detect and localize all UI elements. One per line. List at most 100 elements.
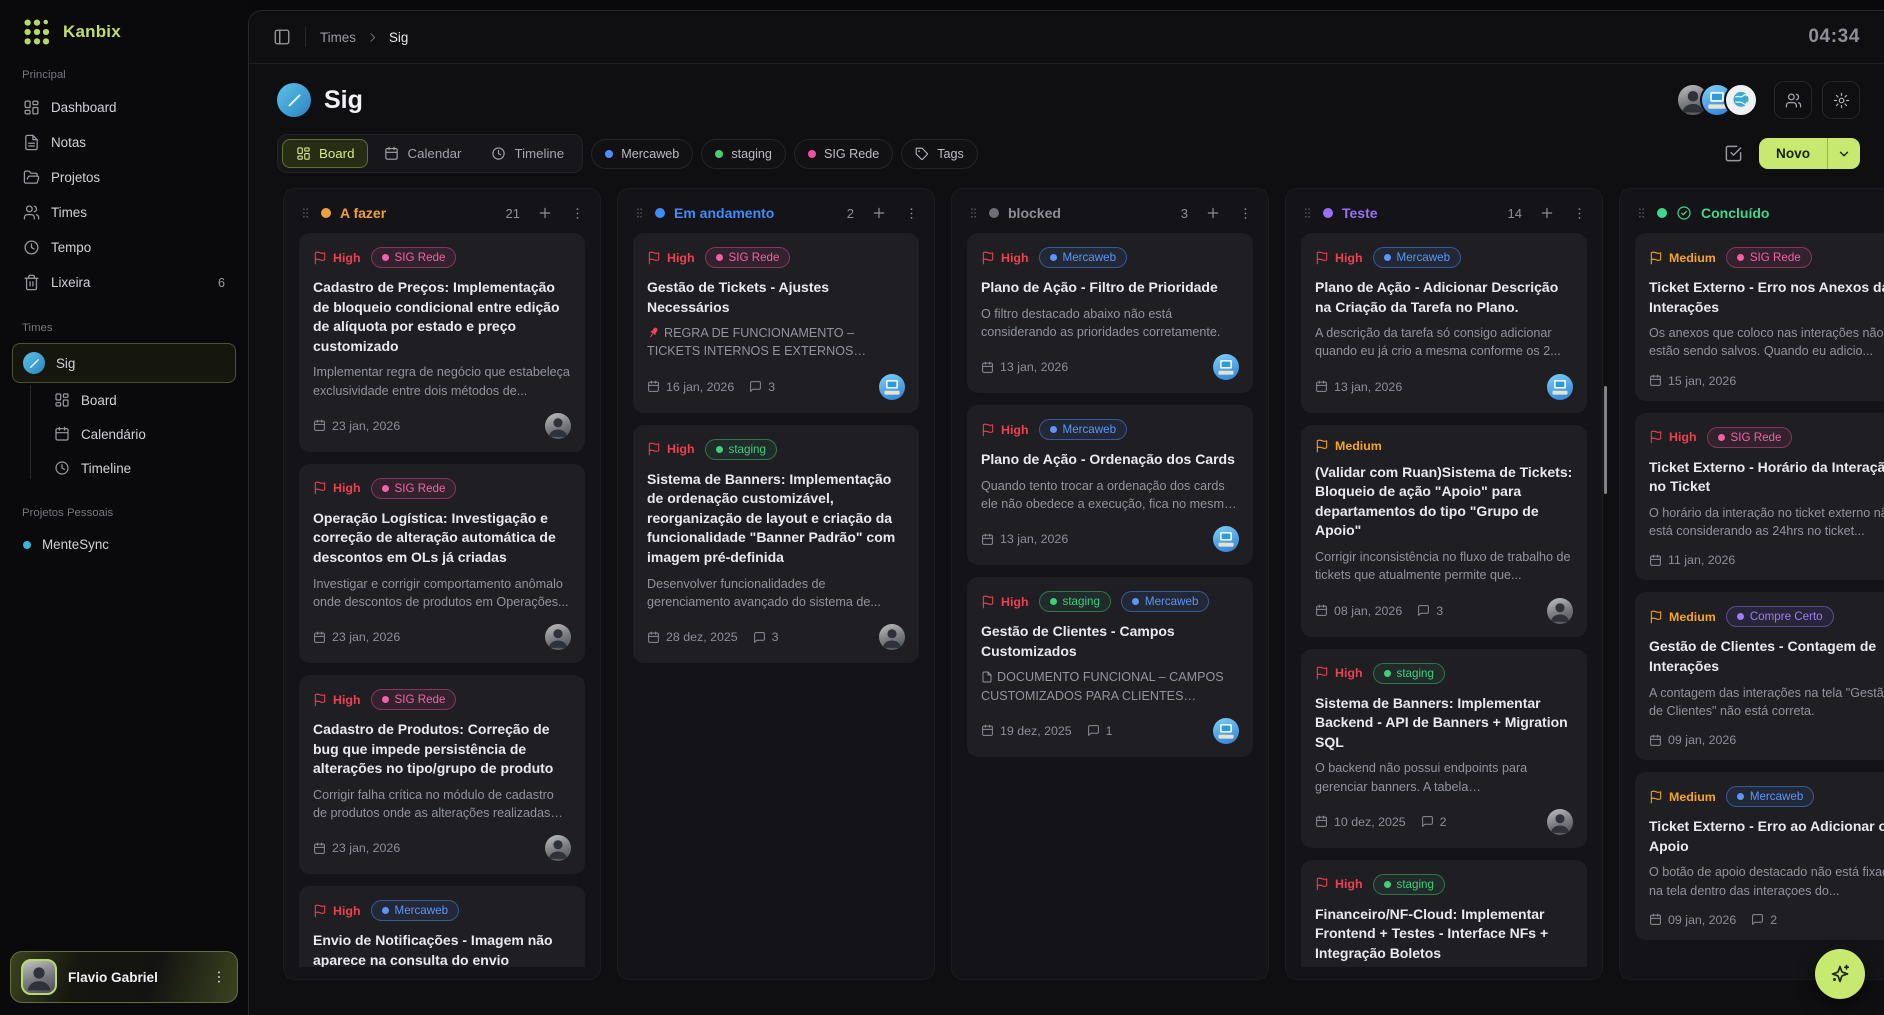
task-card[interactable]: High SIG Rede Cadastro de Produtos: Corr… (299, 675, 585, 875)
user-name: Flavio Gabriel (68, 969, 158, 985)
column-menu-button[interactable] (1572, 206, 1587, 221)
users-icon (23, 204, 40, 221)
sidebar-item-mentesync[interactable]: MenteSync (12, 528, 236, 561)
breadcrumb-times[interactable]: Times (320, 29, 356, 45)
sidebar-item-tempo[interactable]: Tempo (12, 230, 236, 265)
priority-flag: High (313, 693, 361, 707)
user-card[interactable]: Flavio Gabriel (10, 951, 238, 1003)
tab-board[interactable]: Board (282, 139, 369, 168)
breadcrumb-sig[interactable]: Sig (388, 29, 409, 45)
sidebar-item-times[interactable]: Times (12, 195, 236, 230)
task-card[interactable]: High SIG Rede Ticket Externo - Horário d… (1635, 412, 1884, 581)
column-menu-button[interactable] (1238, 206, 1253, 221)
page-title: Sig (324, 85, 363, 114)
column-title: A fazer (340, 205, 387, 221)
task-card[interactable]: High staging Mercaweb Gestão de Clientes… (967, 577, 1253, 757)
task-card[interactable]: High SIG Rede Cadastro de Preços: Implem… (299, 233, 585, 452)
task-card[interactable]: High SIG Rede Gestão de Tickets - Ajuste… (633, 233, 919, 413)
new-task-button[interactable]: Novo (1776, 146, 1810, 161)
chevron-down-icon (1837, 147, 1851, 161)
sidebar-subitem-calendario[interactable]: Calendário (43, 417, 236, 451)
sidebar-item-dashboard[interactable]: Dashboard (12, 90, 236, 125)
check-square-icon[interactable] (1724, 144, 1743, 163)
sidebar-item-team-sig[interactable]: Sig (12, 343, 236, 383)
priority-flag: High (1315, 877, 1363, 891)
tag-chip: Mercaweb (1038, 419, 1128, 441)
column-scrollbar[interactable] (1604, 386, 1607, 494)
breadcrumb: Times Sig (320, 30, 408, 45)
section-label-principal: Principal (22, 69, 66, 81)
tag-dot-icon (1049, 598, 1057, 606)
filter-chip-sig-rede[interactable]: SIG Rede (793, 138, 894, 169)
task-card[interactable]: High Mercaweb Plano de Ação - Filtro de … (967, 233, 1253, 394)
tab-calendar[interactable]: Calendar (370, 139, 475, 168)
add-card-button[interactable] (537, 205, 553, 221)
drag-handle-icon[interactable] (299, 206, 312, 220)
drag-handle-icon[interactable] (1635, 206, 1648, 220)
sidebar-toggle-button[interactable] (273, 28, 291, 46)
members-button[interactable] (1774, 81, 1812, 119)
tag-chip: SIG Rede (704, 247, 791, 268)
add-card-button[interactable] (1539, 205, 1555, 221)
due-date: 19 dez, 2025 (981, 724, 1072, 738)
task-card[interactable]: Medium (Validar com Ruan)Sistema de Tick… (1301, 424, 1587, 637)
priority-flag: High (313, 904, 361, 918)
card-footer: 10 dez, 2025 2 (1315, 808, 1573, 835)
task-card[interactable]: High staging Sistema de Banners: Impleme… (1301, 648, 1587, 848)
column-menu-button[interactable] (904, 206, 919, 221)
user-menu-button[interactable] (211, 969, 227, 985)
task-card[interactable]: High staging Financeiro/NF-Cloud: Implem… (1301, 859, 1587, 967)
column-menu-button[interactable] (570, 206, 585, 221)
ai-assistant-fab[interactable] (1815, 949, 1865, 999)
card-description: Implementar regra de negócio que estabel… (313, 365, 570, 398)
sidebar-item-label: Tempo (51, 240, 92, 255)
assignee-avatar (545, 412, 571, 439)
card-footer: 23 jan, 2026 (313, 412, 571, 439)
filter-chip-staging[interactable]: staging (701, 138, 786, 169)
document-icon (23, 134, 40, 151)
card-description: Corrigir falha crítica no módulo de cada… (313, 787, 554, 821)
comments-count: 1 (1087, 724, 1113, 738)
sidebar-item-projetos[interactable]: Projetos (12, 160, 236, 195)
column-title: blocked (1008, 205, 1061, 221)
task-card[interactable]: High Mercaweb Plano de Ação - Adicionar … (1301, 233, 1587, 413)
new-task-split-button[interactable]: Novo (1759, 138, 1860, 169)
tag-dot-icon (1736, 793, 1744, 801)
drag-handle-icon[interactable] (967, 206, 980, 220)
assignee-avatar (879, 624, 905, 651)
settings-button[interactable] (1822, 81, 1860, 119)
tab-timeline[interactable]: Timeline (477, 139, 578, 168)
header-actions (1676, 81, 1860, 119)
task-card[interactable]: High Mercaweb Plano de Ação - Ordenação … (967, 405, 1253, 566)
assignee-avatar (1547, 373, 1573, 400)
sidebar-item-lixeira[interactable]: Lixeira 6 (12, 265, 236, 300)
add-card-button[interactable] (1205, 205, 1221, 221)
assignee-avatar (1213, 526, 1239, 553)
filter-chip-mercaweb[interactable]: Mercaweb (591, 138, 694, 169)
sidebar-subitem-timeline[interactable]: Timeline (43, 451, 236, 485)
column-blocked: blocked 3 High Mercaweb Plano de Ação - … (951, 188, 1269, 980)
task-card[interactable]: High Mercaweb Envio de Notificações - Im… (299, 886, 585, 967)
sidebar-item-notas[interactable]: Notas (12, 125, 236, 160)
card-description: REGRA DE FUNCIONAMENTO – TICKETS INTERNO… (647, 326, 855, 359)
task-card[interactable]: Medium Compre Certo Gestão de Clientes -… (1635, 592, 1884, 761)
sidebar-subitem-board[interactable]: Board (43, 383, 236, 417)
column-count: 21 (505, 205, 520, 221)
add-card-button[interactable] (871, 205, 887, 221)
new-task-dropdown[interactable] (1827, 138, 1860, 169)
tag-dot-icon (381, 484, 389, 492)
member-avatar[interactable] (1724, 83, 1758, 117)
column-header: A fazer 21 (299, 201, 585, 233)
task-card[interactable]: High SIG Rede Operação Logística: Invest… (299, 463, 585, 664)
filter-chip-tags[interactable]: Tags (901, 138, 978, 169)
drag-handle-icon[interactable] (1301, 206, 1314, 220)
task-card[interactable]: High staging Sistema de Banners: Impleme… (633, 424, 919, 664)
priority-flag: Medium (1315, 439, 1382, 453)
card-title: Ticket Externo - Horário da Interação no… (1649, 458, 1884, 495)
task-card[interactable]: Medium Mercaweb Ticket Externo - Erro ao… (1635, 772, 1884, 940)
sidebar-item-label: Times (51, 205, 87, 220)
app-logo[interactable]: Kanbix (0, 0, 248, 47)
task-card[interactable]: Medium SIG Rede Ticket Externo - Erro no… (1635, 233, 1884, 401)
priority-flag: Medium (1649, 610, 1716, 624)
drag-handle-icon[interactable] (633, 206, 646, 220)
